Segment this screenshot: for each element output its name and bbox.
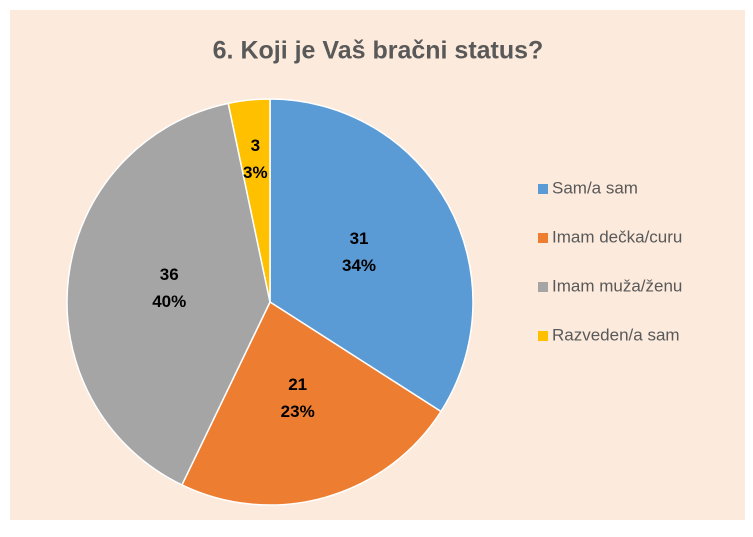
chart-title: 6. Koji je Vaš bračni status?	[213, 37, 544, 65]
percent-label: 34%	[342, 256, 376, 275]
legend-label: Sam/a sam	[552, 178, 638, 197]
legend-label: Razveden/a sam	[552, 325, 680, 344]
legend-label: Imam dečka/curu	[552, 227, 682, 246]
legend-swatch	[538, 282, 548, 292]
pie-slice	[66, 102, 271, 486]
percent-label: 23%	[281, 402, 315, 421]
data-label: 3	[251, 136, 260, 155]
legend-swatch	[538, 184, 548, 194]
data-label: 21	[288, 375, 307, 394]
legend-label: Imam muža/ženu	[552, 276, 682, 295]
data-label: 36	[160, 265, 179, 284]
pie-slice	[269, 98, 474, 413]
legend-swatch	[538, 233, 548, 243]
data-label: 31	[350, 229, 369, 248]
pie-slice	[180, 300, 442, 506]
pie-slice	[227, 98, 271, 303]
percent-label: 3%	[243, 163, 268, 182]
legend-swatch	[538, 331, 548, 341]
percent-label: 40%	[152, 292, 186, 311]
